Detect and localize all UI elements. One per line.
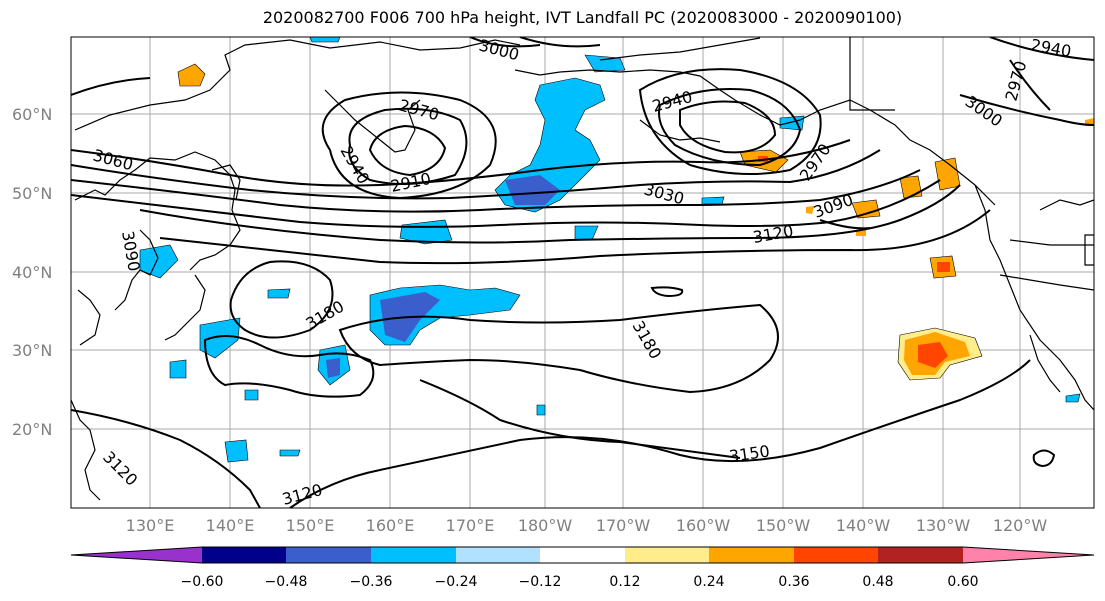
colorbar-segment <box>625 547 709 563</box>
latitude-labels: 60°N 50°N 40°N 30°N 20°N <box>12 105 52 439</box>
lat-label: 20°N <box>12 420 52 439</box>
colorbar-tick-labels: −0.60 −0.48 −0.36 −0.24 −0.12 0.12 0.24 … <box>181 574 979 590</box>
lon-label: 170°E <box>446 516 495 535</box>
contour-labels: 3000 2970 2910 2940 3060 3030 2940 2970 … <box>91 35 1073 509</box>
lon-label: 130°W <box>916 516 971 535</box>
map-title: 2020082700 F006 700 hPa height, IVT Land… <box>262 8 903 27</box>
colorbar-tick-label: −0.24 <box>435 574 478 590</box>
colorbar-segment <box>286 547 371 563</box>
colorbar-tick-label: −0.48 <box>265 574 308 590</box>
lat-label: 30°N <box>12 341 52 360</box>
colorbar-tick-label: 0.60 <box>947 574 978 590</box>
lat-label: 50°N <box>12 184 52 203</box>
lat-label: 40°N <box>12 263 52 282</box>
lon-label: 130°E <box>126 516 175 535</box>
colorbar-segment <box>202 547 286 563</box>
colorbar-tick-label: 0.24 <box>693 574 724 590</box>
colorbar-segment <box>371 547 456 563</box>
lon-label: 150°W <box>756 516 811 535</box>
lat-label: 60°N <box>12 105 52 124</box>
colorbar-tick-label: 0.36 <box>778 574 809 590</box>
longitude-labels: 130°E 140°E 150°E 160°E 170°E 180°W 170°… <box>126 516 1048 535</box>
colorbar-segment <box>71 547 202 563</box>
positive-ivt-shading <box>177 63 1094 381</box>
colorbar-segment <box>709 547 794 563</box>
colorbar-segment <box>963 547 1094 563</box>
colorbar-tick-label: −0.12 <box>519 574 562 590</box>
colorbar <box>70 546 1095 564</box>
colorbar-tick-label: 0.12 <box>609 574 640 590</box>
lon-label: 160°W <box>676 516 731 535</box>
lon-label: 140°W <box>836 516 891 535</box>
colorbar-tick-label: −0.60 <box>181 574 224 590</box>
lon-label: 120°W <box>993 516 1048 535</box>
map-frame <box>70 36 1095 509</box>
colorbar-segment <box>878 547 963 563</box>
colorbar-outline <box>70 546 1095 564</box>
colorbar-segment <box>794 547 878 563</box>
lon-label: 140°E <box>206 516 255 535</box>
colorbar-segment <box>540 547 625 563</box>
colorbar-tick-label: 0.48 <box>862 574 893 590</box>
height-contours <box>71 37 1094 508</box>
lon-label: 180°W <box>518 516 573 535</box>
colorbar-segment <box>456 547 540 563</box>
lon-label: 160°E <box>366 516 415 535</box>
lon-label: 170°W <box>596 516 651 535</box>
colorbar-tick-label: −0.36 <box>350 574 393 590</box>
lon-label: 150°E <box>286 516 335 535</box>
